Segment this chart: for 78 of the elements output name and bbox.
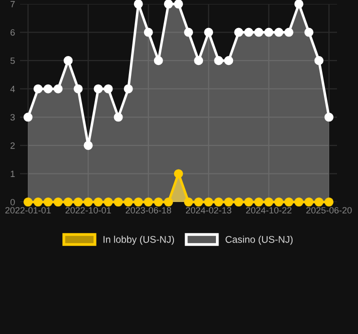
point (154, 56, 163, 66)
point (194, 197, 204, 207)
point (124, 197, 133, 207)
x-tick-label: 2024-02-13 (186, 207, 232, 214)
point (104, 197, 113, 207)
point (174, 169, 184, 178)
point (254, 28, 264, 37)
point (244, 28, 254, 37)
y-tick-label: 0 (10, 198, 15, 206)
point (294, 0, 304, 9)
point (74, 84, 83, 94)
point (324, 197, 334, 207)
x-tick-label: 2023-06-18 (126, 207, 172, 214)
point (244, 197, 254, 207)
point (94, 197, 103, 207)
point (144, 197, 153, 207)
y-tick-label: 3 (10, 114, 15, 121)
point (184, 197, 194, 207)
point (234, 28, 244, 37)
point (84, 197, 93, 207)
point (294, 197, 304, 207)
y-tick-label: 1 (10, 170, 15, 177)
x-tick-label: 2025-06-20 (306, 207, 352, 214)
y-tick-label: 6 (10, 29, 15, 36)
point (304, 28, 314, 37)
point (24, 197, 33, 207)
point (274, 197, 284, 207)
point (234, 197, 244, 207)
point (54, 197, 63, 207)
point (114, 112, 123, 122)
point (254, 197, 264, 207)
point (84, 140, 93, 150)
point (124, 84, 133, 94)
point (204, 28, 214, 37)
point (224, 197, 234, 207)
point (214, 197, 224, 207)
y-tick-label: 4 (10, 86, 15, 92)
point (204, 197, 214, 207)
y-tick-label: 2 (10, 142, 15, 149)
x-tick-label: 2022-10-01 (66, 207, 111, 214)
point (44, 84, 53, 94)
point (284, 197, 294, 207)
point (44, 197, 53, 207)
point (24, 112, 33, 122)
point (74, 197, 83, 207)
point (54, 84, 63, 94)
point (64, 56, 73, 66)
point (134, 0, 143, 9)
point (324, 112, 334, 122)
point (64, 197, 73, 207)
point (264, 197, 274, 207)
point (164, 197, 173, 207)
point (174, 0, 184, 9)
point (224, 56, 234, 66)
point (184, 28, 194, 37)
legend-label: In lobby (US-NJ) (104, 236, 174, 245)
point (314, 197, 324, 207)
point (104, 84, 113, 94)
point (34, 84, 43, 94)
point (264, 28, 274, 37)
x-tick-label: 2024-10-22 (246, 207, 292, 214)
y-tick-label: 7 (10, 1, 15, 8)
point (274, 28, 284, 37)
point (114, 197, 123, 207)
point (194, 56, 204, 66)
point (284, 28, 294, 37)
y-tick-label: 5 (10, 58, 15, 64)
point (164, 0, 173, 9)
point (314, 56, 324, 66)
point (304, 197, 314, 207)
point (94, 84, 103, 94)
x-tick-label: 2022-01-01 (5, 207, 51, 214)
point (154, 197, 163, 207)
legend-label: Casino (US-NJ) (226, 236, 293, 245)
point (34, 197, 43, 207)
point (134, 197, 143, 207)
point (144, 28, 153, 37)
point (214, 56, 224, 66)
